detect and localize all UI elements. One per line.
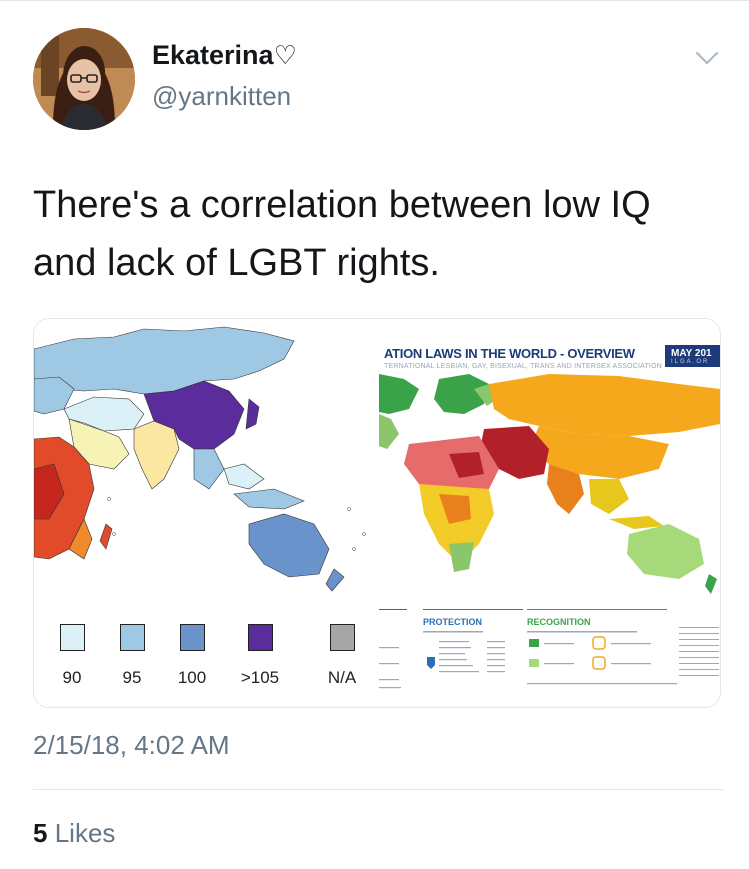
ilga-map-image[interactable]: ATION LAWS IN THE WORLD - OVERVIEW TERNA… xyxy=(379,319,720,707)
chevron-down-icon xyxy=(696,52,718,64)
avatar-image xyxy=(33,28,135,130)
tweet-text-line-1: There's a correlation between low IQ xyxy=(33,184,651,226)
legend-item-90: 90 xyxy=(42,624,102,688)
tweet-timestamp[interactable]: 2/15/18, 4:02 AM xyxy=(33,730,230,760)
legend-swatch-na xyxy=(329,624,355,651)
legend-swatch-95 xyxy=(119,624,145,651)
ilga-url: ILGA.OR xyxy=(671,359,710,365)
tweet-text: There's a correlation between low IQ and… xyxy=(33,176,723,292)
ilga-protection-heading: PROTECTION xyxy=(423,617,483,627)
ilga-world-map xyxy=(379,374,720,594)
iq-map-image[interactable]: 90 95 100 >105 N/A xyxy=(34,319,375,707)
legend-label-95: 95 xyxy=(122,668,142,687)
legend-swatch-90 xyxy=(59,624,85,651)
legend-item-105: >105 xyxy=(230,624,290,688)
ilga-protection-rule xyxy=(423,609,523,610)
top-divider xyxy=(0,0,749,1)
tweet-text-line-2: and lack of LGBT rights. xyxy=(33,242,440,284)
more-options-button[interactable] xyxy=(693,48,721,68)
ilga-title: ATION LAWS IN THE WORLD - OVERVIEW xyxy=(384,346,635,361)
display-name-text: Ekaterina xyxy=(152,40,274,70)
likes-count: 5 xyxy=(33,818,48,848)
stats-divider xyxy=(33,789,723,790)
iq-world-map xyxy=(34,319,375,619)
legend-item-100: 100 xyxy=(162,624,222,688)
likes-stat[interactable]: 5 Likes xyxy=(33,818,115,849)
ilga-legend-graphic xyxy=(379,627,719,689)
ilga-recognition-rule xyxy=(527,609,667,610)
legend-swatch-100 xyxy=(179,624,205,651)
legend-label-na: N/A xyxy=(327,668,357,687)
legend-label-105: >105 xyxy=(240,668,280,687)
avatar[interactable] xyxy=(33,28,135,130)
legend-label-90: 90 xyxy=(62,668,82,687)
legend-label-100: 100 xyxy=(177,668,207,687)
username[interactable]: @yarnkitten xyxy=(152,81,292,111)
display-name[interactable]: Ekaterina♡ xyxy=(152,40,297,71)
tweet-media[interactable]: 90 95 100 >105 N/A ATION LAWS IN THE WOR… xyxy=(33,318,721,708)
ilga-date-badge: MAY 201 xyxy=(665,345,720,367)
legend-swatch-105 xyxy=(247,624,273,651)
ilga-date-text: MAY 201 xyxy=(671,348,712,359)
ilga-subtitle: TERNATIONAL LESBIAN, GAY, BISEXUAL, TRAN… xyxy=(384,363,662,370)
ilga-left-rule xyxy=(379,609,407,610)
iq-legend: 90 95 100 >105 N/A xyxy=(34,624,375,687)
likes-label: Likes xyxy=(54,818,116,848)
legend-item-na: N/A xyxy=(312,624,372,688)
media-divider xyxy=(375,319,379,707)
legend-item-95: 95 xyxy=(102,624,162,688)
ilga-recognition-heading: RECOGNITION xyxy=(527,617,591,627)
heart-outline-icon: ♡ xyxy=(273,40,297,70)
